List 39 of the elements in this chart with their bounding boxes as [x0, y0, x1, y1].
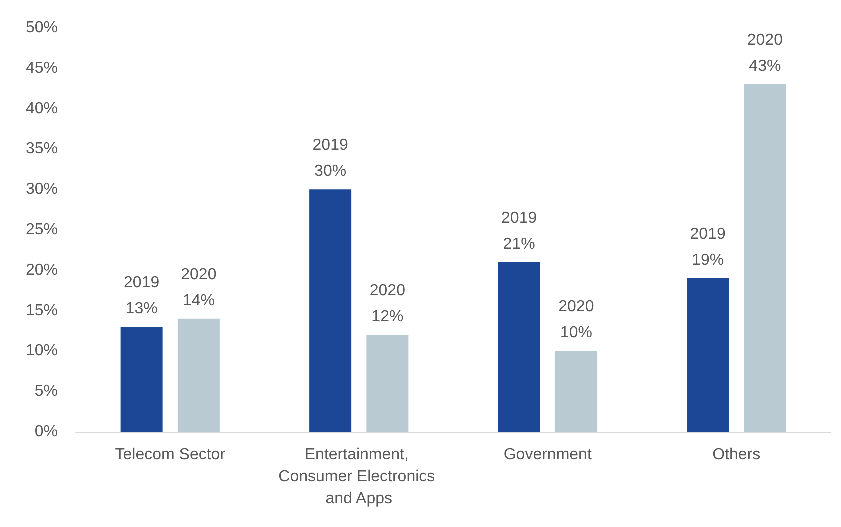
bar [310, 190, 352, 432]
text: 2019 [690, 226, 726, 243]
bar [744, 84, 786, 432]
y-tick-label: 30% [26, 181, 58, 198]
text: 2019 [502, 210, 538, 227]
y-tick-label: 5% [34, 383, 58, 400]
bar [366, 335, 409, 432]
y-tick-label: 10% [26, 342, 58, 360]
x-tick-label: Government [504, 446, 592, 464]
bar [120, 326, 163, 432]
x-tick-label: Others [712, 446, 761, 464]
data-label: 10% [560, 324, 592, 342]
y-tick-label: 20% [26, 262, 58, 279]
y-tick-label: 25% [26, 222, 58, 238]
data-label: 12% [372, 308, 404, 326]
bar [178, 318, 220, 432]
data-label: 13% [126, 300, 158, 318]
data-label: 14% [182, 292, 215, 310]
data-label: 21% [503, 236, 536, 253]
bar [555, 351, 598, 432]
x-tick-label: Entertainment, Consumer Electronics and Apps [278, 446, 440, 508]
bar [498, 262, 540, 432]
text: 2019 [124, 274, 160, 292]
y-tick-label: 15% [26, 302, 58, 320]
text: 2020 [747, 32, 783, 50]
y-tick-label: 40% [26, 100, 58, 118]
text: 2020 [370, 282, 406, 300]
y-tick-label: 0% [34, 424, 58, 440]
text: 2020 [558, 298, 594, 316]
text: 2019 [312, 137, 348, 154]
y-tick-label: 35% [26, 140, 58, 158]
data-label: 19% [692, 252, 724, 269]
text: 2020 [181, 266, 217, 284]
y-tick-label: 50% [26, 20, 58, 36]
y-tick-label: 45% [26, 60, 58, 77]
data-label: 43% [749, 58, 782, 76]
data-label: 30% [314, 163, 347, 180]
bar [687, 278, 730, 432]
x-tick-label: Telecom Sector [115, 446, 226, 464]
